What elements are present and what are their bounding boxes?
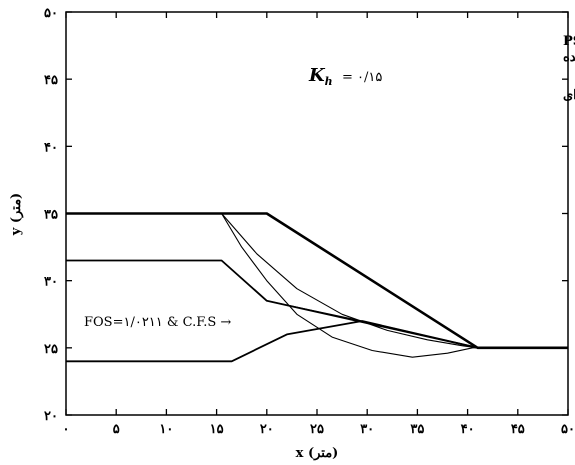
y-tick-label-4: ۴۰	[44, 140, 58, 155]
x-tick-label-9: ۴۵	[511, 422, 525, 437]
x-tick-label-5: ۲۵	[310, 422, 324, 437]
legend-entry-pso-circular: تجزیه و تحلیل دایره‌ای PSO/SLOPE	[563, 34, 575, 49]
x-tick-label-2: ۱۰	[159, 422, 173, 437]
series-line-5	[221, 213, 478, 358]
y-tick-label-6: ۵۰	[44, 6, 58, 21]
legend-entry-bishop-simplified: بیشاپ ساده شده	[563, 50, 575, 65]
legend: تجزیه و تحلیل دایره‌ای PSO/SLOPE بیشاپ س…	[308, 34, 575, 103]
x-tick-label-8: ۴۰	[461, 422, 475, 437]
series-line-6	[221, 213, 478, 349]
x-tick-label-3: ۱۵	[210, 422, 224, 437]
x-tick-label-10: ۵۰	[561, 422, 575, 437]
y-tick-label-2: ۳۰	[44, 275, 58, 290]
plot-marks	[66, 212, 568, 363]
series-line-2	[66, 259, 478, 349]
y-axis-title: y (متر)	[9, 193, 24, 236]
x-tick-label-7: ۳۵	[410, 422, 424, 437]
fos-annotation: FOS=۱/۰۲۱۱ & C.F.S →	[84, 315, 231, 330]
legend-entry-seismic-analysis: تجزیه و تحلیل لرزه‌ای	[563, 88, 575, 103]
kh-symbol: Kh	[308, 65, 333, 88]
x-axis-title: x (متر)	[296, 446, 339, 461]
series-line-1	[66, 212, 568, 350]
x-tick-label-4: ۲۰	[260, 422, 274, 437]
x-tick-label-0: ۰	[63, 422, 70, 437]
tick-group: ۰ ۵ ۱۰ ۱۵ ۲۰ ۲۵ ۳۰ ۳۵ ۴۰ ۴۵ ۵۰ ۲۰ ۲۵ ۳۰ ۳۵ ۴۰ ۴۵ ۵۰	[44, 6, 575, 437]
y-tick-label-1: ۲۵	[44, 342, 58, 357]
y-tick-label-3: ۳۵	[44, 208, 58, 223]
kh-value: = ۰/۱۵	[342, 70, 382, 85]
x-tick-label-6: ۳۰	[360, 422, 374, 437]
y-tick-label-5: ۴۵	[44, 73, 58, 88]
y-tick-label-0: ۲۰	[44, 409, 58, 424]
x-tick-label-1: ۵	[113, 422, 120, 437]
